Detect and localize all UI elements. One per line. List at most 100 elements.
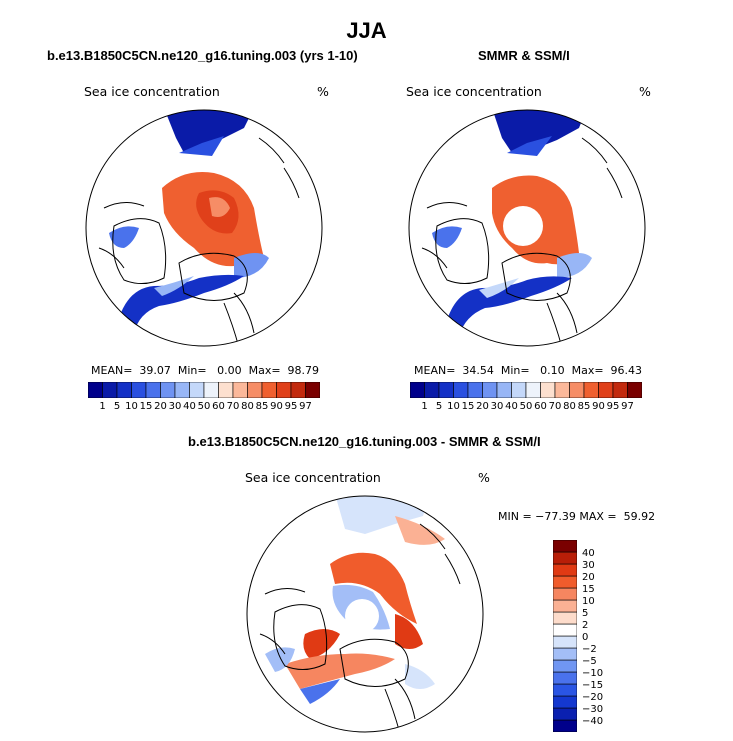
panel1-polar-map: [85, 109, 323, 347]
panel1-colorbar-tick-label: 10: [125, 401, 138, 412]
panel3-colorbar-tick-label: 0: [582, 632, 588, 643]
panel3-colorbar-swatch-3: [553, 683, 577, 697]
panel2-colorbar-tick-label: 5: [436, 401, 442, 412]
panel2-colorbar-swatch-6: [496, 382, 512, 398]
panel2-stats: MEAN= 34.54 Min= 0.10 Max= 96.43: [414, 364, 643, 377]
panel1-colorbar-swatch-5: [160, 382, 176, 398]
panel2-colorbar-swatch-0: [410, 382, 425, 398]
panel1-colorbar-swatch-3: [131, 382, 147, 398]
panel1-colorbar-tick-label: 20: [154, 401, 167, 412]
panel2-colorbar-ticks: 1 5 10 15 20 30 40 50 60 70 80 85 90 95 97: [421, 401, 634, 412]
panel3-colorbar-tick-label: −20: [582, 692, 603, 703]
panel3-colorbar-tick-label: 30: [582, 560, 595, 571]
panel2-colorbar-tick-label: 80: [563, 401, 576, 412]
panel2-colorbar-swatch-8: [525, 382, 541, 398]
panel3-colorbar-tick-label: −5: [582, 656, 597, 667]
panel2-colorbar-swatch-15: [627, 382, 642, 398]
panel2-variable-label: Sea ice concentration: [406, 84, 542, 99]
panel3-colorbar-swatch-12: [553, 575, 577, 589]
panel3-colorbar-swatch-15: [553, 540, 577, 553]
panel2-colorbar-swatch-14: [612, 382, 628, 398]
panel2-colorbar-swatch-13: [598, 382, 614, 398]
panel1-colorbar-swatch-10: [232, 382, 248, 398]
panel1-stats: MEAN= 39.07 Min= 0.00 Max= 98.79: [91, 364, 320, 377]
panel2-colorbar-tick-label: 15: [462, 401, 475, 412]
panel3-colorbar-swatch-0: [553, 719, 577, 732]
panel3-colorbar-tick-label: 15: [582, 584, 595, 595]
panel2-colorbar-swatch-7: [511, 382, 527, 398]
panel2-polar-map: [408, 109, 646, 347]
panel1-colorbar-tick-label: 50: [198, 401, 211, 412]
panel1-colorbar-tick-label: 95: [285, 401, 298, 412]
panel1-colorbar-swatch-8: [203, 382, 219, 398]
panel2-colorbar-swatch-9: [540, 382, 556, 398]
panel2-colorbar-tick-label: 97: [621, 401, 634, 412]
panel1-units-label: %: [317, 84, 329, 99]
panel3-colorbar-swatch-9: [553, 611, 577, 625]
panel3-colorbar-tick-label: 20: [582, 572, 595, 583]
panel1-colorbar-tick-label: 90: [270, 401, 283, 412]
panel3-polar-map: [246, 495, 484, 733]
panel3-colorbar-tick-label: 5: [582, 608, 588, 619]
panel3-colorbar-tick-label: −10: [582, 668, 603, 679]
panel2-colorbar-swatch-3: [453, 382, 469, 398]
panel2-colorbar-swatch-12: [583, 382, 599, 398]
panel1-colorbar-swatch-7: [189, 382, 205, 398]
panel2-colorbar-swatch-1: [424, 382, 440, 398]
panel1-colorbar-swatch-0: [88, 382, 103, 398]
panel3-colorbar-swatch-2: [553, 695, 577, 709]
panel3-title: b.e13.B1850C5CN.ne120_g16.tuning.003 - S…: [188, 434, 541, 449]
panel2-colorbar-tick-label: 70: [549, 401, 562, 412]
panel1-colorbar-tick-label: 80: [241, 401, 254, 412]
panel3-colorbar-swatch-13: [553, 563, 577, 577]
panel3-stats: MIN = −77.39 MAX = 59.92: [498, 510, 656, 523]
panel2-colorbar-tick-label: 60: [534, 401, 547, 412]
panel3-variable-label: Sea ice concentration: [245, 470, 381, 485]
panel1-title: b.e13.B1850C5CN.ne120_g16.tuning.003 (yr…: [47, 48, 358, 63]
panel3-colorbar-tick-label: −30: [582, 704, 603, 715]
panel3-colorbar-swatch-8: [553, 623, 577, 637]
panel3-colorbar-tick-label: −2: [582, 644, 597, 655]
panel2-title: SMMR & SSM/I: [478, 48, 570, 63]
panel3-colorbar-swatch-1: [553, 707, 577, 721]
panel3-colorbar-swatch-11: [553, 587, 577, 601]
panel2-colorbar-tick-label: 40: [505, 401, 518, 412]
panel3-colorbar-tick-label: 2: [582, 620, 588, 631]
panel1-colorbar-tick-label: 70: [227, 401, 240, 412]
panel2-units-label: %: [639, 84, 651, 99]
panel2-colorbar-tick-label: 10: [447, 401, 460, 412]
panel1-colorbar-tick-label: 15: [140, 401, 153, 412]
panel1-variable-label: Sea ice concentration: [84, 84, 220, 99]
panel3-colorbar-swatch-6: [553, 647, 577, 661]
panel2-colorbar-tick-label: 20: [476, 401, 489, 412]
panel1-colorbar-swatch-6: [174, 382, 190, 398]
panel1-colorbar-swatch-15: [305, 382, 320, 398]
panel3-colorbar-swatch-10: [553, 599, 577, 613]
panel2-colorbar-swatch-10: [554, 382, 570, 398]
panel1-colorbar-swatch-1: [102, 382, 118, 398]
panel3-units-label: %: [478, 470, 490, 485]
panel1-colorbar-tick-label: 1: [99, 401, 105, 412]
panel2-colorbar-tick-label: 30: [491, 401, 504, 412]
panel2-colorbar-tick-label: 50: [520, 401, 533, 412]
panel1-colorbar-tick-label: 30: [169, 401, 182, 412]
panel1-colorbar-swatch-2: [116, 382, 132, 398]
panel3-colorbar: [553, 540, 577, 732]
panel1-colorbar-swatch-13: [276, 382, 292, 398]
panel3-colorbar-swatch-4: [553, 671, 577, 685]
panel3-colorbar-swatch-7: [553, 635, 577, 649]
panel3-colorbar-tick-label: −15: [582, 680, 603, 691]
panel2-colorbar-swatch-2: [438, 382, 454, 398]
panel3-colorbar-tick-label: 40: [582, 548, 595, 559]
panel3-colorbar-tick-label: −40: [582, 716, 603, 727]
panel1-colorbar-tick-label: 60: [212, 401, 225, 412]
panel2-colorbar-tick-label: 85: [578, 401, 591, 412]
panel1-colorbar-tick-label: 97: [299, 401, 312, 412]
panel2-colorbar-tick-label: 90: [592, 401, 605, 412]
panel1-colorbar-swatch-4: [145, 382, 161, 398]
panel1-colorbar-tick-label: 85: [256, 401, 269, 412]
panel3-colorbar-swatch-5: [553, 659, 577, 673]
panel2-colorbar-tick-label: 95: [607, 401, 620, 412]
figure-title: JJA: [346, 18, 387, 43]
panel1-colorbar-swatch-12: [261, 382, 277, 398]
